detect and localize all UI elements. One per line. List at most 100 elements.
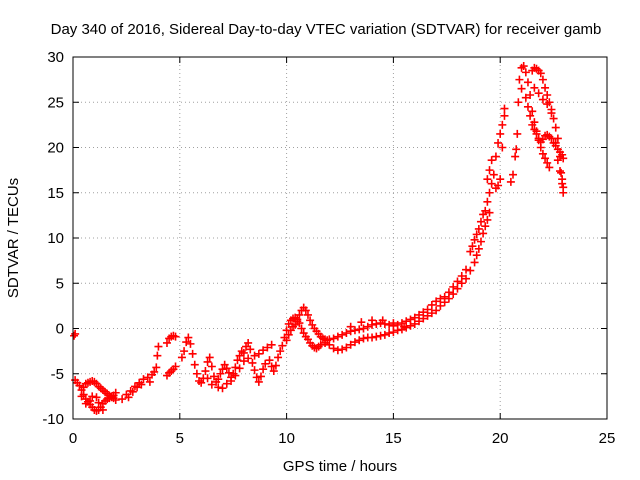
data-point bbox=[346, 340, 355, 349]
data-point bbox=[472, 251, 481, 260]
data-point bbox=[406, 321, 415, 330]
data-point bbox=[261, 359, 270, 368]
data-point bbox=[250, 351, 259, 360]
data-point bbox=[368, 316, 377, 325]
data-point bbox=[530, 125, 539, 134]
data-point bbox=[231, 371, 240, 380]
data-point bbox=[224, 368, 233, 377]
data-point bbox=[216, 369, 225, 378]
data-point bbox=[487, 156, 496, 165]
data-point bbox=[500, 111, 509, 120]
data-point bbox=[244, 354, 253, 363]
data-point bbox=[494, 138, 503, 147]
data-point bbox=[137, 380, 146, 389]
data-point bbox=[94, 398, 103, 407]
data-point bbox=[453, 284, 462, 293]
data-point bbox=[481, 222, 490, 231]
data-point bbox=[397, 325, 406, 334]
data-point bbox=[487, 179, 496, 188]
data-point bbox=[278, 341, 287, 350]
data-point bbox=[267, 340, 276, 349]
data-point bbox=[436, 294, 445, 303]
ticks-layer: 0 5 10 15 20 25 -10 -5 0 5 10 15 20 25 30 bbox=[42, 49, 615, 447]
data-point bbox=[355, 336, 364, 345]
data-point bbox=[333, 332, 342, 341]
data-point bbox=[259, 346, 268, 355]
data-point bbox=[246, 345, 255, 354]
data-point bbox=[338, 330, 347, 339]
data-point bbox=[476, 217, 485, 226]
data-point bbox=[538, 95, 547, 104]
data-point bbox=[329, 334, 338, 343]
data-point bbox=[133, 383, 142, 392]
data-point bbox=[559, 183, 568, 192]
data-point bbox=[532, 129, 541, 138]
data-point bbox=[485, 188, 494, 197]
data-point bbox=[259, 365, 268, 374]
data-point bbox=[376, 331, 385, 340]
data-point bbox=[218, 365, 227, 374]
data-point bbox=[75, 381, 84, 390]
y-tick-label: 25 bbox=[47, 94, 64, 111]
data-point bbox=[282, 336, 291, 345]
y-tick-label: -5 bbox=[51, 366, 64, 383]
data-point bbox=[209, 372, 218, 381]
data-point bbox=[150, 367, 159, 376]
data-point bbox=[350, 326, 359, 335]
data-point bbox=[86, 396, 95, 405]
data-point bbox=[470, 235, 479, 244]
data-point bbox=[526, 111, 535, 120]
data-point bbox=[111, 395, 120, 404]
data-point bbox=[536, 143, 545, 152]
data-point bbox=[363, 322, 372, 331]
data-point bbox=[481, 206, 490, 215]
data-point bbox=[541, 154, 550, 163]
x-tick-label: 5 bbox=[176, 430, 184, 447]
data-point bbox=[222, 379, 231, 388]
data-point bbox=[239, 357, 248, 366]
data-point bbox=[205, 353, 214, 362]
data-point bbox=[457, 272, 466, 281]
data-point bbox=[389, 319, 398, 328]
data-point bbox=[474, 224, 483, 233]
data-point bbox=[528, 120, 537, 129]
data-point bbox=[468, 242, 477, 251]
data-point bbox=[276, 347, 285, 356]
data-point bbox=[182, 338, 191, 347]
data-point bbox=[538, 75, 547, 84]
x-tick-label: 0 bbox=[69, 430, 77, 447]
data-point bbox=[177, 353, 186, 362]
data-point bbox=[419, 308, 428, 317]
data-point bbox=[444, 294, 453, 303]
data-point bbox=[171, 362, 180, 371]
data-point bbox=[427, 300, 436, 309]
data-point bbox=[402, 323, 411, 332]
data-point bbox=[350, 338, 359, 347]
data-point bbox=[267, 362, 276, 371]
data-point bbox=[549, 114, 558, 123]
data-point bbox=[440, 298, 449, 307]
chart-title: Day 340 of 2016, Sidereal Day-to-day VTE… bbox=[51, 21, 602, 38]
data-point bbox=[346, 322, 355, 331]
data-point bbox=[295, 310, 304, 319]
data-point bbox=[207, 362, 216, 371]
data-point bbox=[530, 83, 539, 92]
data-point bbox=[474, 244, 483, 253]
data-point bbox=[385, 320, 394, 329]
data-point bbox=[235, 364, 244, 373]
x-tick-label: 25 bbox=[599, 430, 616, 447]
data-point bbox=[98, 405, 107, 414]
data-point bbox=[496, 129, 505, 138]
data-point bbox=[222, 364, 231, 373]
data-point bbox=[235, 351, 244, 360]
data-point bbox=[342, 329, 351, 338]
data-point bbox=[250, 366, 259, 375]
y-tick-label: 0 bbox=[56, 321, 64, 338]
data-point bbox=[423, 305, 432, 314]
data-point bbox=[498, 143, 507, 152]
data-point bbox=[449, 282, 458, 291]
data-point bbox=[269, 367, 278, 376]
data-point bbox=[321, 338, 330, 347]
data-point bbox=[111, 388, 120, 397]
